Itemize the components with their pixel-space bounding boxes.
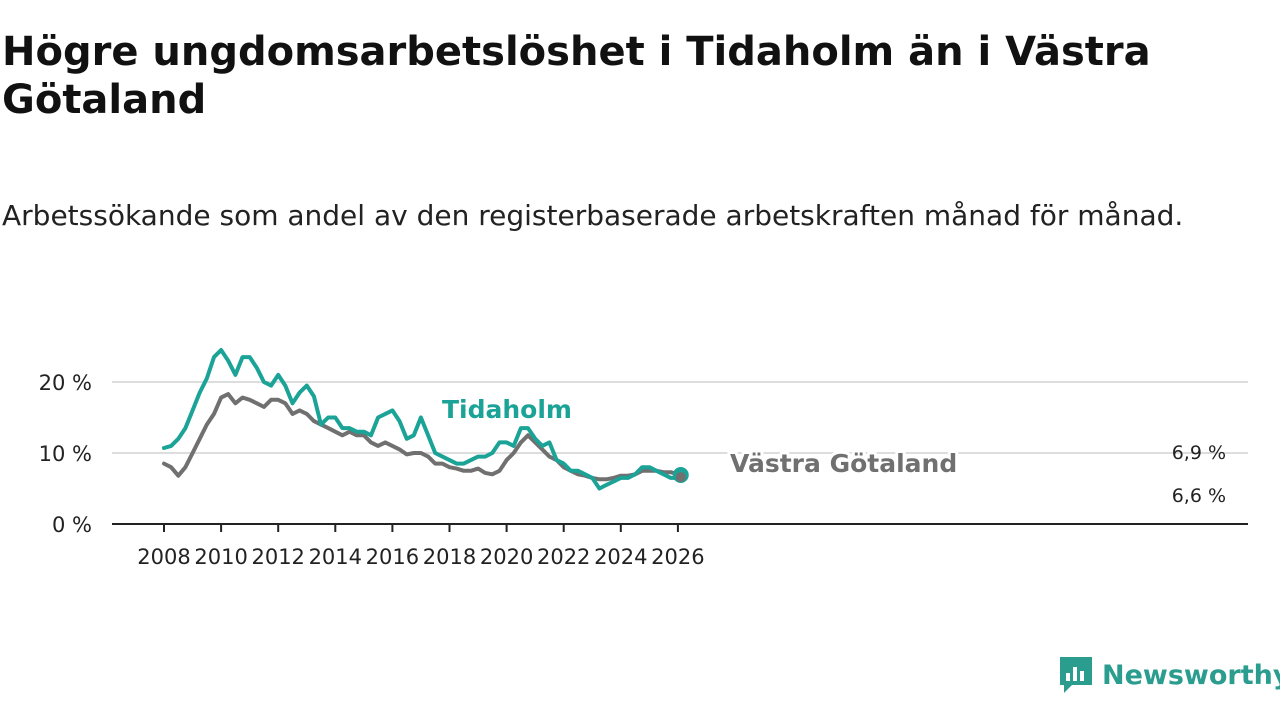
line-chart: 0 % 10 % 20 % 2008 2010 2012 2014 2016 2018 2020… [39, 348, 1248, 569]
tidaholm-end-value: 6,9 % [1172, 442, 1226, 464]
series-lines [162, 348, 689, 491]
x-axis-ticks: 2008 2010 2012 2014 2016 2018 2020 2022 2024 2026 [137, 524, 705, 569]
vastra-gotaland-end-point [675, 472, 686, 483]
x-tick-label: 2014 [309, 545, 362, 569]
x-tick-label: 2024 [594, 545, 647, 569]
vastra-gotaland-end-value: 6,6 % [1172, 485, 1226, 507]
x-tick-label: 2008 [137, 545, 190, 569]
x-tick-label: 2026 [651, 545, 704, 569]
y-axis-ticks: 0 % 10 % 20 % [39, 371, 92, 537]
y-tick-label: 0 % [52, 513, 92, 537]
x-tick-label: 2012 [251, 545, 304, 569]
chart-subtitle: Arbetssökande som andel av den registerb… [2, 199, 1184, 232]
vastra-gotaland-label: Västra Götaland [730, 449, 957, 478]
tidaholm-line [162, 348, 683, 491]
x-tick-label: 2022 [537, 545, 590, 569]
brand-logo: Newsworthy [1058, 654, 1280, 696]
chart-title: Högre ungdomsarbetslöshet i Tidaholm än … [2, 29, 1151, 123]
x-tick-label: 2010 [194, 545, 247, 569]
x-tick-label: 2016 [366, 545, 419, 569]
series-labels: Tidaholm Västra Götaland 6,9 % 6,6 % [439, 392, 1226, 507]
vastra-gotaland-line [162, 392, 683, 482]
brand-name: Newsworthy [1102, 659, 1280, 691]
x-tick-label: 2018 [423, 545, 476, 569]
newsworthy-logo-icon [1060, 657, 1092, 693]
gridlines [112, 381, 1248, 525]
x-tick-label: 2020 [480, 545, 533, 569]
tidaholm-label: Tidaholm [442, 395, 572, 424]
y-tick-label: 10 % [39, 442, 92, 466]
y-tick-label: 20 % [39, 371, 92, 395]
